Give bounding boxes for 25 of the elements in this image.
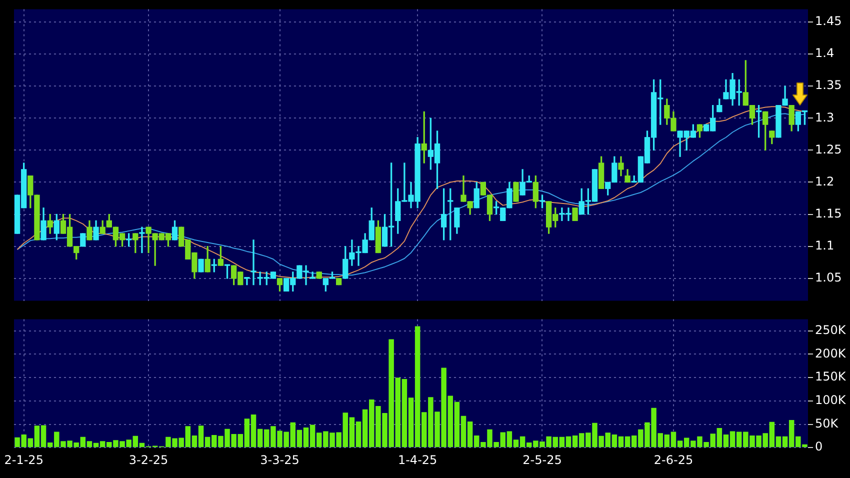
y-tick-label: 100K	[815, 393, 847, 408]
y-tick-label: 1.15	[815, 206, 842, 220]
y-tick-label: 1.1	[815, 238, 834, 252]
y-tick-label: 50K	[815, 416, 840, 430]
y-tick-label: 1.2	[815, 174, 834, 188]
y-tick-label: 0	[815, 440, 823, 454]
x-tick-label: 2-5-25	[522, 452, 562, 467]
x-tick-label: 3-2-25	[128, 452, 168, 467]
y-tick-label: 1.4	[815, 46, 834, 60]
y-tick-label: 1.05	[815, 270, 842, 284]
candlestick	[250, 240, 256, 286]
candlestick	[310, 272, 316, 279]
y-tick-label: 1.45	[815, 14, 842, 28]
y-tick-label: 1.25	[815, 142, 842, 156]
x-tick-label: 1-4-25	[398, 452, 438, 467]
y-tick-label: 200K	[815, 346, 847, 360]
candlestick	[139, 226, 145, 254]
x-tick-label: 2-1-25	[4, 452, 44, 467]
candlestick	[244, 277, 250, 286]
y-tick-label: 250K	[815, 323, 847, 337]
y-tick-label: 150K	[815, 370, 847, 384]
y-tick-label: 1.3	[815, 110, 834, 124]
x-tick-label: 2-6-25	[654, 452, 694, 467]
x-tick-label: 3-3-25	[260, 452, 300, 467]
y-tick-label: 1.35	[815, 78, 842, 92]
